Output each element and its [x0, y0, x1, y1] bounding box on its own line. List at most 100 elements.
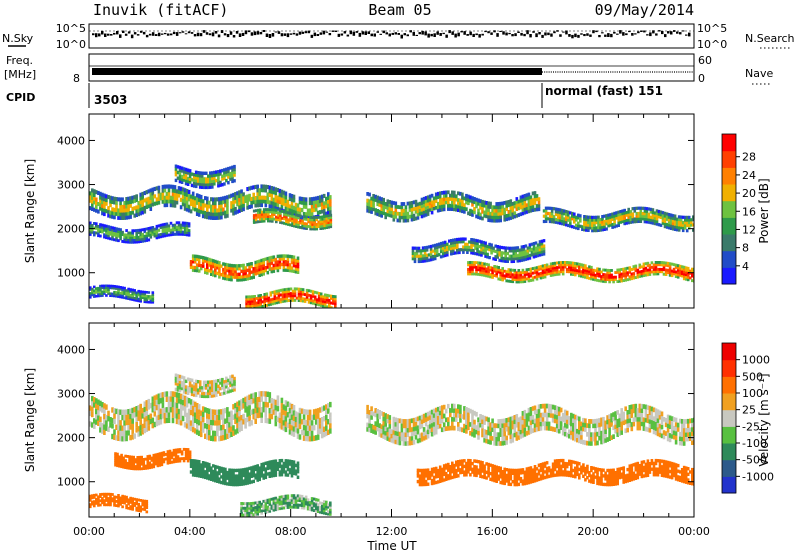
echo-cell — [270, 465, 274, 470]
echo-cell — [520, 258, 524, 262]
echo-cell — [123, 235, 126, 239]
echo-cell — [133, 195, 136, 200]
echo-cell — [298, 407, 302, 414]
echo-cell — [661, 211, 665, 215]
echo-cell — [466, 250, 469, 254]
echo-cell — [167, 407, 171, 413]
echo-cell — [272, 186, 276, 191]
echo-cell — [215, 178, 218, 183]
echo-cell — [582, 275, 585, 279]
echo-cell — [533, 201, 537, 205]
echo-cell — [125, 235, 128, 239]
echo-cell — [107, 213, 110, 218]
noise-sample — [409, 30, 412, 33]
noise-sample — [325, 31, 329, 33]
echo-cell — [676, 271, 680, 274]
echo-cell — [637, 214, 641, 218]
echo-cell — [447, 200, 450, 205]
echo-cell — [156, 462, 160, 465]
echo-cell — [141, 235, 144, 239]
echo-cell — [508, 246, 512, 250]
echo-cell — [135, 291, 138, 294]
echo-cell — [632, 276, 636, 280]
echo-cell — [168, 456, 172, 460]
echo-cell — [238, 479, 241, 484]
echo-cell — [252, 185, 255, 190]
echo-cell — [318, 202, 322, 207]
echo-cell — [653, 214, 657, 218]
echo-cell — [176, 165, 180, 169]
echo-cell — [206, 260, 209, 264]
echo-cell — [656, 272, 660, 276]
echo-cell — [258, 217, 262, 221]
echo-cell — [613, 214, 616, 218]
echo-cell — [95, 408, 98, 415]
echo-cell — [446, 245, 449, 249]
echo-cell — [269, 293, 273, 297]
echo-cell — [157, 235, 161, 239]
echo-cell — [306, 436, 310, 442]
echo-cell — [292, 269, 296, 273]
echo-cell — [539, 267, 543, 271]
echo-cell — [97, 190, 100, 195]
echo-cell — [487, 218, 490, 222]
echo-cell — [577, 213, 580, 217]
echo-cell — [266, 461, 270, 465]
echo-cell — [195, 473, 199, 478]
echo-cell — [275, 299, 279, 302]
echo-cell — [212, 201, 215, 206]
echo-cell — [558, 208, 562, 212]
noise-sample — [643, 30, 646, 33]
echo-cell — [93, 226, 96, 230]
echo-cell — [291, 296, 295, 300]
echo-cell — [334, 295, 337, 299]
echo-cell — [147, 297, 151, 300]
echo-cell — [320, 205, 324, 210]
echo-cell — [147, 420, 151, 426]
echo-cell — [215, 379, 218, 383]
echo-cell — [192, 387, 196, 391]
echo-cell — [580, 272, 583, 276]
noise-sample — [104, 33, 107, 37]
echo-cell — [171, 401, 175, 408]
echo-cell — [295, 225, 298, 228]
echo-cell — [431, 257, 435, 261]
echo-cell — [536, 248, 540, 252]
echo-cell — [99, 286, 102, 290]
echo-cell — [137, 293, 140, 297]
echo-cell — [123, 430, 126, 437]
echo-cell — [311, 292, 315, 296]
echo-cell — [291, 217, 294, 221]
echo-cell — [176, 170, 180, 175]
echo-cell — [685, 221, 689, 225]
echo-cell — [147, 233, 151, 237]
echo-cell — [515, 275, 519, 279]
echo-cell — [685, 223, 689, 227]
echo-cell — [186, 388, 190, 393]
echo-cell — [173, 185, 177, 190]
echo-cell — [450, 249, 453, 253]
echo-cell — [196, 182, 200, 186]
echo-cell — [229, 378, 232, 382]
echo-cell — [157, 398, 161, 405]
echo-cell — [246, 263, 249, 267]
echo-cell — [210, 204, 213, 209]
echo-cell — [143, 227, 147, 231]
echo-cell — [288, 402, 292, 409]
echo-cell — [131, 294, 134, 298]
echo-cell — [260, 270, 263, 274]
echo-cell — [296, 417, 300, 423]
echo-cell — [320, 422, 324, 428]
echo-cell — [380, 197, 383, 201]
echo-cell — [474, 252, 477, 256]
noise-sample — [511, 34, 514, 37]
noise-sample — [637, 31, 640, 34]
echo-cell — [298, 418, 302, 424]
echo-cell — [173, 226, 177, 229]
echo-cell — [93, 207, 96, 212]
echo-cell — [234, 264, 237, 268]
noise-sample — [244, 30, 248, 35]
echo-cell — [318, 407, 322, 413]
echo-cell — [686, 269, 690, 273]
echo-cell — [325, 200, 328, 205]
